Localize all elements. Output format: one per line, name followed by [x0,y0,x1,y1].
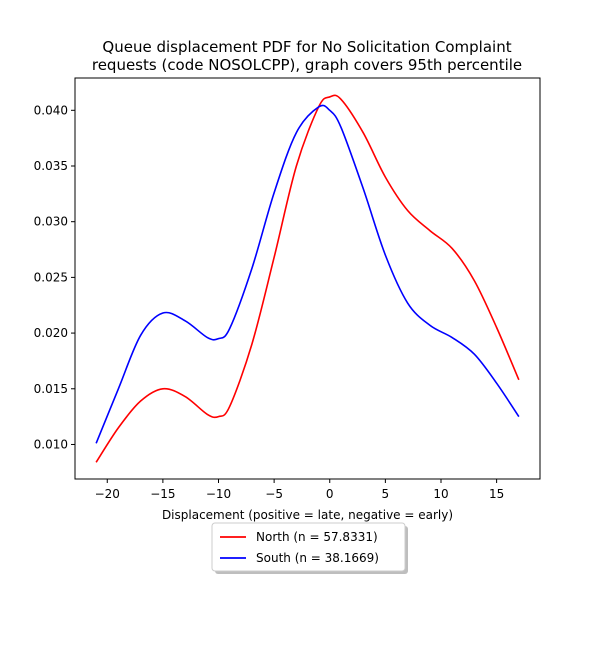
x-tick-label: −10 [206,487,231,501]
x-tick-label: 15 [489,487,504,501]
x-tick-label: −20 [95,487,120,501]
legend-label: North (n = 57.8331) [256,530,378,544]
y-tick-label: 0.015 [34,382,68,396]
x-tick-label: 10 [433,487,448,501]
y-tick-label: 0.010 [34,437,68,451]
y-tick-label: 0.020 [34,326,68,340]
x-tick-label: 5 [382,487,390,501]
x-axis-label: Displacement (positive = late, negative … [162,508,453,522]
axes: −20 −15 −10 −5 0 5 10 15 0.010 0.015 0.020 0.025 0.0… [34,77,541,522]
legend-label: South (n = 38.1669) [256,551,379,565]
x-tick-label: −5 [265,487,283,501]
plot-area [95,94,520,463]
y-tick-label: 0.040 [34,103,68,117]
y-tick-label: 0.025 [34,270,68,284]
x-tick-label: −15 [150,487,175,501]
chart-title: Queue displacement PDF for No Solicitati… [92,38,522,74]
x-tick-label: 0 [326,487,334,501]
y-tick-label: 0.030 [34,215,68,229]
series-line-north [95,94,520,463]
series-line-south [95,104,520,444]
y-tick-label: 0.035 [34,159,68,173]
chart-title-line: requests (code NOSOLCPP), graph covers 9… [92,56,522,74]
legend: North (n = 57.8331) South (n = 38.1669) [211,522,408,574]
axes-frame [74,77,541,480]
legend-box [211,522,406,572]
chart-title-line: Queue displacement PDF for No Solicitati… [102,38,511,56]
